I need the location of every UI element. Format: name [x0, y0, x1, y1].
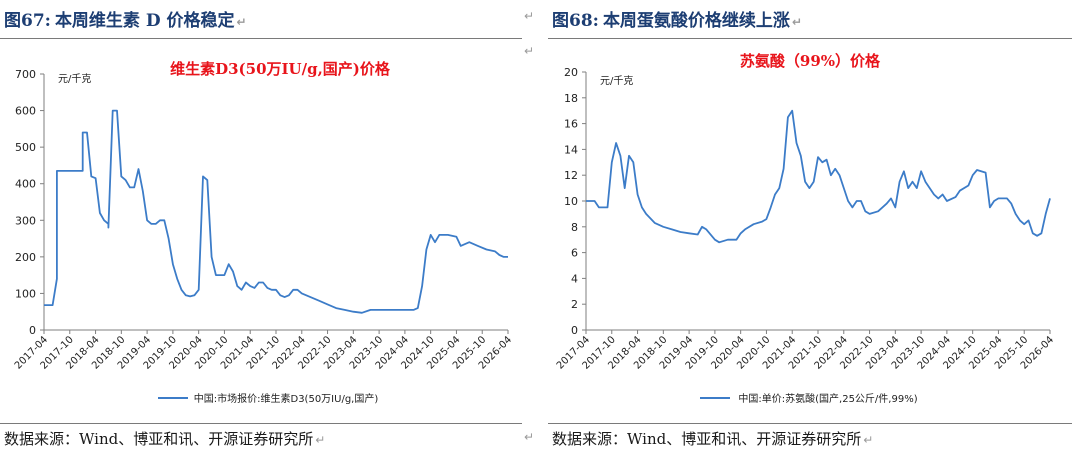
- chart-title: 苏氨酸（99%）价格: [740, 52, 881, 70]
- y-tick-label: 18: [564, 92, 578, 105]
- y-tick-label: 4: [571, 272, 578, 285]
- return-mark-icon: ↵: [524, 430, 535, 444]
- y-tick-label: 16: [564, 118, 578, 131]
- figure-67-source: 数据来源：Wind、博亚和讯、开源证券研究所 ↵: [4, 428, 325, 449]
- series-line: [44, 109, 508, 314]
- y-tick-label: 0: [29, 324, 36, 337]
- figure-67-caption: 本周维生素 D 价格稳定: [54, 11, 235, 31]
- y-tick-label: 500: [15, 141, 36, 154]
- figure-68-number: 图68:: [552, 11, 599, 31]
- return-mark-icon: ↵: [791, 15, 802, 29]
- figure-68-caption: 本周蛋氨酸价格继续上涨: [602, 11, 790, 31]
- figure-68-panel: 图68: 本周蛋氨酸价格继续上涨 ↵ 0 2 4 6 8 10 12 14 16 18 20 2017-0…: [548, 0, 1080, 461]
- figure-68-title: 图68: 本周蛋氨酸价格继续上涨 ↵: [552, 6, 802, 31]
- return-mark-icon: ↵: [236, 15, 247, 29]
- threonine-price-chart: 024681012141618202017-042017-102018-0420…: [555, 52, 1056, 405]
- title-divider: [548, 38, 1072, 39]
- y-tick-label: 12: [564, 169, 578, 182]
- y-tick-label: 14: [564, 143, 578, 156]
- y-tick-label: 6: [571, 247, 578, 260]
- title-divider: [0, 38, 522, 39]
- chart-title: 维生素D3(50万IU/g,国产)价格: [170, 60, 391, 78]
- return-mark-icon: ↵: [524, 44, 535, 58]
- source-text: 数据来源：Wind、博亚和讯、开源证券研究所: [4, 430, 314, 448]
- y-tick-label: 8: [571, 221, 578, 234]
- figure-68-source: 数据来源：Wind、博亚和讯、开源证券研究所 ↵: [552, 428, 873, 449]
- y-tick-label: 20: [564, 66, 578, 79]
- vitamin-d3-price-chart: 01002003004005006007002017-042017-102018…: [13, 60, 514, 405]
- y-axis-label: 元/千克: [58, 73, 91, 85]
- y-tick-label: 100: [15, 287, 36, 300]
- y-tick-label: 0: [571, 324, 578, 337]
- source-divider: [548, 423, 1072, 424]
- return-mark-icon: ↵: [315, 433, 326, 447]
- figure-67-title: 图67: 本周维生素 D 价格稳定 ↵: [4, 6, 247, 31]
- return-mark-icon: ↵: [524, 9, 535, 23]
- y-tick-label: 600: [15, 105, 36, 118]
- y-tick-label: 400: [15, 178, 36, 191]
- source-text: 数据来源：Wind、博亚和讯、开源证券研究所: [552, 430, 862, 448]
- legend-label: 中国:单价:苏氨酸(国产,25公斤/件,99%): [738, 392, 917, 405]
- return-mark-icon: ↵: [863, 433, 874, 447]
- y-tick-label: 200: [15, 251, 36, 264]
- figure-67-number: 图67:: [4, 11, 51, 31]
- source-divider: [0, 423, 522, 424]
- y-axis-label: 元/千克: [600, 75, 633, 87]
- series-line: [586, 109, 1051, 244]
- legend-label: 中国:市场报价:维生素D3(50万IU/g,国产): [194, 392, 379, 405]
- y-tick-label: 2: [571, 298, 578, 311]
- figure-67-panel: 图67: 本周维生素 D 价格稳定 ↵ 0 100 200 300 400 500 600 700…: [0, 0, 530, 461]
- y-tick-label: 300: [15, 214, 36, 227]
- y-tick-label: 10: [564, 195, 578, 208]
- y-tick-label: 700: [15, 68, 36, 81]
